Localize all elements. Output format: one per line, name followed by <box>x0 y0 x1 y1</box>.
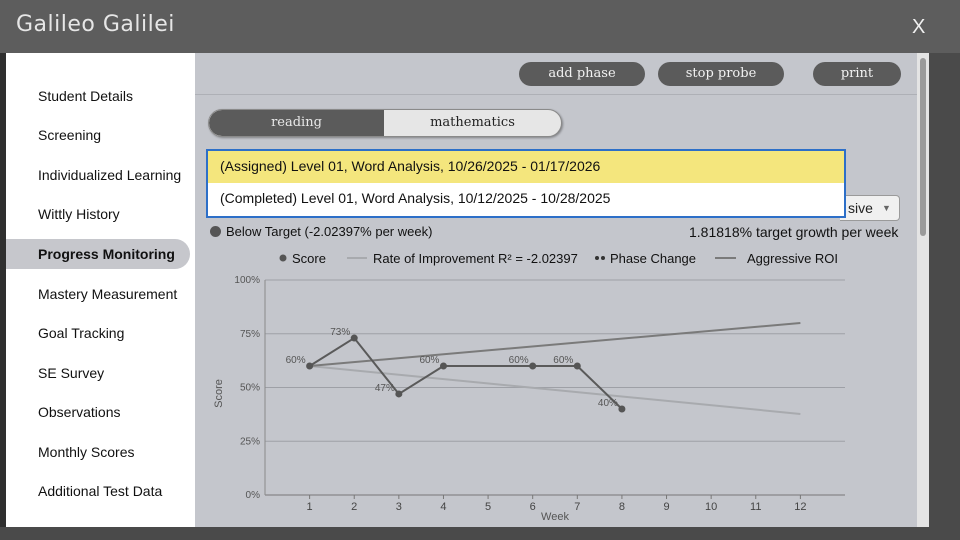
x-tick-label: 4 <box>440 501 446 513</box>
score-point[interactable] <box>306 362 314 370</box>
score-data-label: 60% <box>286 355 306 366</box>
window-frame-right <box>929 53 960 540</box>
sidebar-item-monthly-scores[interactable]: Monthly Scores <box>38 444 135 460</box>
target-growth-text: 1.81818% target growth per week <box>689 224 899 240</box>
y-tick-label: 75% <box>240 329 260 340</box>
score-data-label: 60% <box>553 355 573 366</box>
x-axis-title: Week <box>541 511 569 523</box>
score-data-label: 60% <box>509 355 529 366</box>
sidebar-item-se-survey[interactable]: SE Survey <box>38 365 105 381</box>
score-line <box>309 336 623 410</box>
sidebar-item-observations[interactable]: Observations <box>38 404 121 420</box>
y-axis-title: Score <box>213 379 225 408</box>
score-data-label: 47% <box>375 383 395 394</box>
x-tick-label: 1 <box>307 501 313 513</box>
score-data-label: 73% <box>330 327 350 338</box>
score-data-label: 40% <box>598 398 618 409</box>
legend-score-marker <box>279 254 287 262</box>
legend-score: Score <box>292 251 326 266</box>
x-tick-label: 6 <box>530 501 536 513</box>
stop-probe-button[interactable]: stop probe <box>658 62 784 86</box>
score-data-label: 60% <box>419 355 439 366</box>
tab-mathematics[interactable]: mathematics <box>430 115 515 130</box>
score-point[interactable] <box>618 405 626 413</box>
sidebar-item-individualized-learning[interactable]: Individualized Learning <box>38 167 182 183</box>
x-tick-label: 9 <box>663 501 669 513</box>
window-frame-bottom <box>0 527 960 540</box>
y-tick-label: 100% <box>234 275 260 286</box>
x-tick-label: 7 <box>574 501 580 513</box>
chevron-down-icon: ▼ <box>882 203 891 213</box>
score-point[interactable] <box>529 362 537 370</box>
legend-phase-marker-b <box>601 256 605 260</box>
progress-chart: 0%25%50%75%100%1 2 3 4 5 6 7 8 9 10 11 12WeekScore6… <box>213 275 845 523</box>
tab-reading[interactable]: reading <box>209 110 384 136</box>
score-point[interactable] <box>350 334 358 342</box>
toolbar-divider <box>195 94 917 95</box>
x-tick-label: 5 <box>485 501 491 513</box>
legend-symbols <box>279 254 736 262</box>
x-tick-label: 12 <box>794 501 806 513</box>
x-tick-label: 3 <box>396 501 402 513</box>
x-tick-label: 2 <box>351 501 357 513</box>
legend-rate: Rate of Improvement R² = -2.02397 <box>373 251 578 266</box>
add-phase-button[interactable]: add phase <box>519 62 645 86</box>
score-point[interactable] <box>439 362 447 370</box>
sidebar-item-wittly-history[interactable]: Wittly History <box>38 206 120 222</box>
legend-phase: Phase Change <box>610 251 697 266</box>
x-tick-label: 11 <box>750 501 761 513</box>
sidebar-item-student-details[interactable]: Student Details <box>38 88 133 104</box>
sidebar-item-additional-test-data[interactable]: Additional Test Data <box>38 483 163 499</box>
aggressive-roi-line <box>309 322 801 367</box>
sidebar-item-mastery-measurement[interactable]: Mastery Measurement <box>38 286 178 302</box>
sidebar-item-progress-monitoring[interactable]: Progress Monitoring <box>6 239 190 269</box>
y-tick-label: 0% <box>246 490 261 501</box>
roi-select-value: sive <box>848 200 873 216</box>
probe-dropdown-list: (Assigned) Level 01, Word Analysis, 10/2… <box>206 149 846 218</box>
rate-of-improvement-line <box>309 365 801 415</box>
y-tick-label: 50% <box>240 383 260 394</box>
close-button[interactable]: X <box>912 16 926 38</box>
legend-phase-marker-a <box>595 256 599 260</box>
roi-select[interactable]: sive ▼ <box>840 195 900 221</box>
legend-aggressive: Aggressive ROI <box>747 251 839 266</box>
probe-option-completed[interactable]: (Completed) Level 01, Word Analysis, 10/… <box>208 183 844 215</box>
window-title: Galileo Galilei <box>16 12 175 37</box>
score-point[interactable] <box>573 362 581 370</box>
subject-tabs: reading mathematics <box>208 109 562 137</box>
scrollbar-thumb[interactable] <box>920 58 926 236</box>
title-bar: Galileo Galilei X <box>0 0 960 53</box>
x-tick-label: 8 <box>619 501 625 513</box>
y-tick-label: 25% <box>240 436 260 447</box>
x-tick-label: 10 <box>705 501 717 513</box>
below-target-status: Below Target (-2.02397% per week) <box>226 224 433 239</box>
print-button[interactable]: print <box>813 62 901 86</box>
sidebar-item-goal-tracking[interactable]: Goal Tracking <box>38 325 125 341</box>
sidebar-item-screening[interactable]: Screening <box>38 127 102 143</box>
probe-option-assigned[interactable]: (Assigned) Level 01, Word Analysis, 10/2… <box>208 151 844 183</box>
status-dot-icon <box>210 226 221 237</box>
score-point[interactable] <box>395 390 403 398</box>
sidebar-nav: Student Details Screening Individualized… <box>6 53 195 527</box>
